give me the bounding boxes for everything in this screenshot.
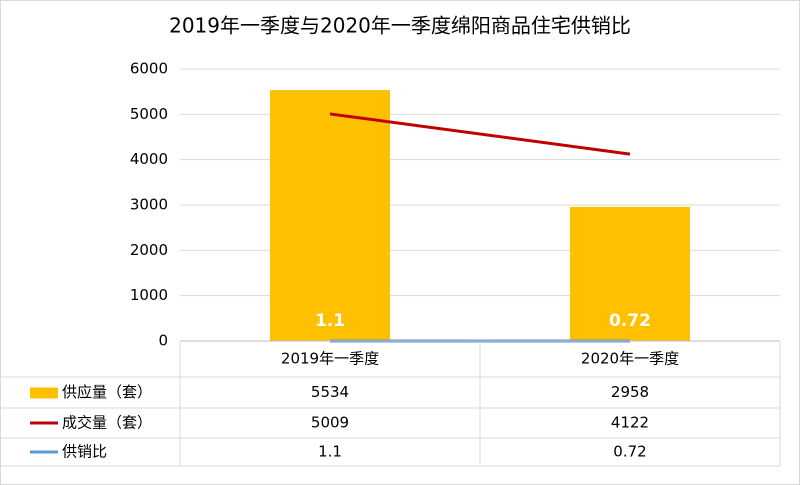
table-value: 5534	[311, 383, 349, 401]
y-tick-label: 6000	[130, 60, 168, 78]
line-series	[329, 112, 631, 156]
y-tick-label: 2000	[130, 241, 168, 259]
legend-label: 成交量（套）	[62, 414, 152, 432]
table-value: 5009	[311, 414, 349, 432]
table-value: 1.1	[318, 443, 342, 461]
data-label: 1.1	[315, 311, 345, 331]
bar	[270, 90, 390, 341]
legend-label: 供应量（套）	[62, 383, 152, 401]
y-tick-label: 5000	[130, 105, 168, 123]
legend-key	[30, 387, 58, 399]
legend-label: 供销比	[62, 443, 107, 461]
chart-title: 2019年一季度与2020年一季度绵阳商品住宅供销比	[169, 14, 631, 38]
y-tick-label: 4000	[130, 150, 168, 168]
x-tick-label: 2019年一季度	[281, 350, 379, 368]
x-tick-label: 2020年一季度	[581, 350, 679, 368]
table-value: 0.72	[613, 443, 646, 461]
y-tick-label: 0	[158, 332, 168, 350]
table-value: 4122	[611, 414, 649, 432]
bar	[570, 206, 690, 341]
data-label: 0.72	[609, 311, 651, 331]
table-value: 2958	[611, 383, 649, 401]
y-tick-label: 3000	[130, 196, 168, 214]
y-tick-label: 1000	[130, 286, 168, 304]
